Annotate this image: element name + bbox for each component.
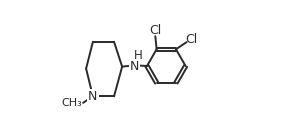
- Text: H: H: [134, 49, 143, 62]
- Text: N: N: [88, 90, 97, 103]
- Text: Cl: Cl: [149, 24, 161, 37]
- Text: N: N: [130, 60, 139, 72]
- Text: Cl: Cl: [185, 33, 197, 46]
- Text: CH₃: CH₃: [62, 98, 82, 108]
